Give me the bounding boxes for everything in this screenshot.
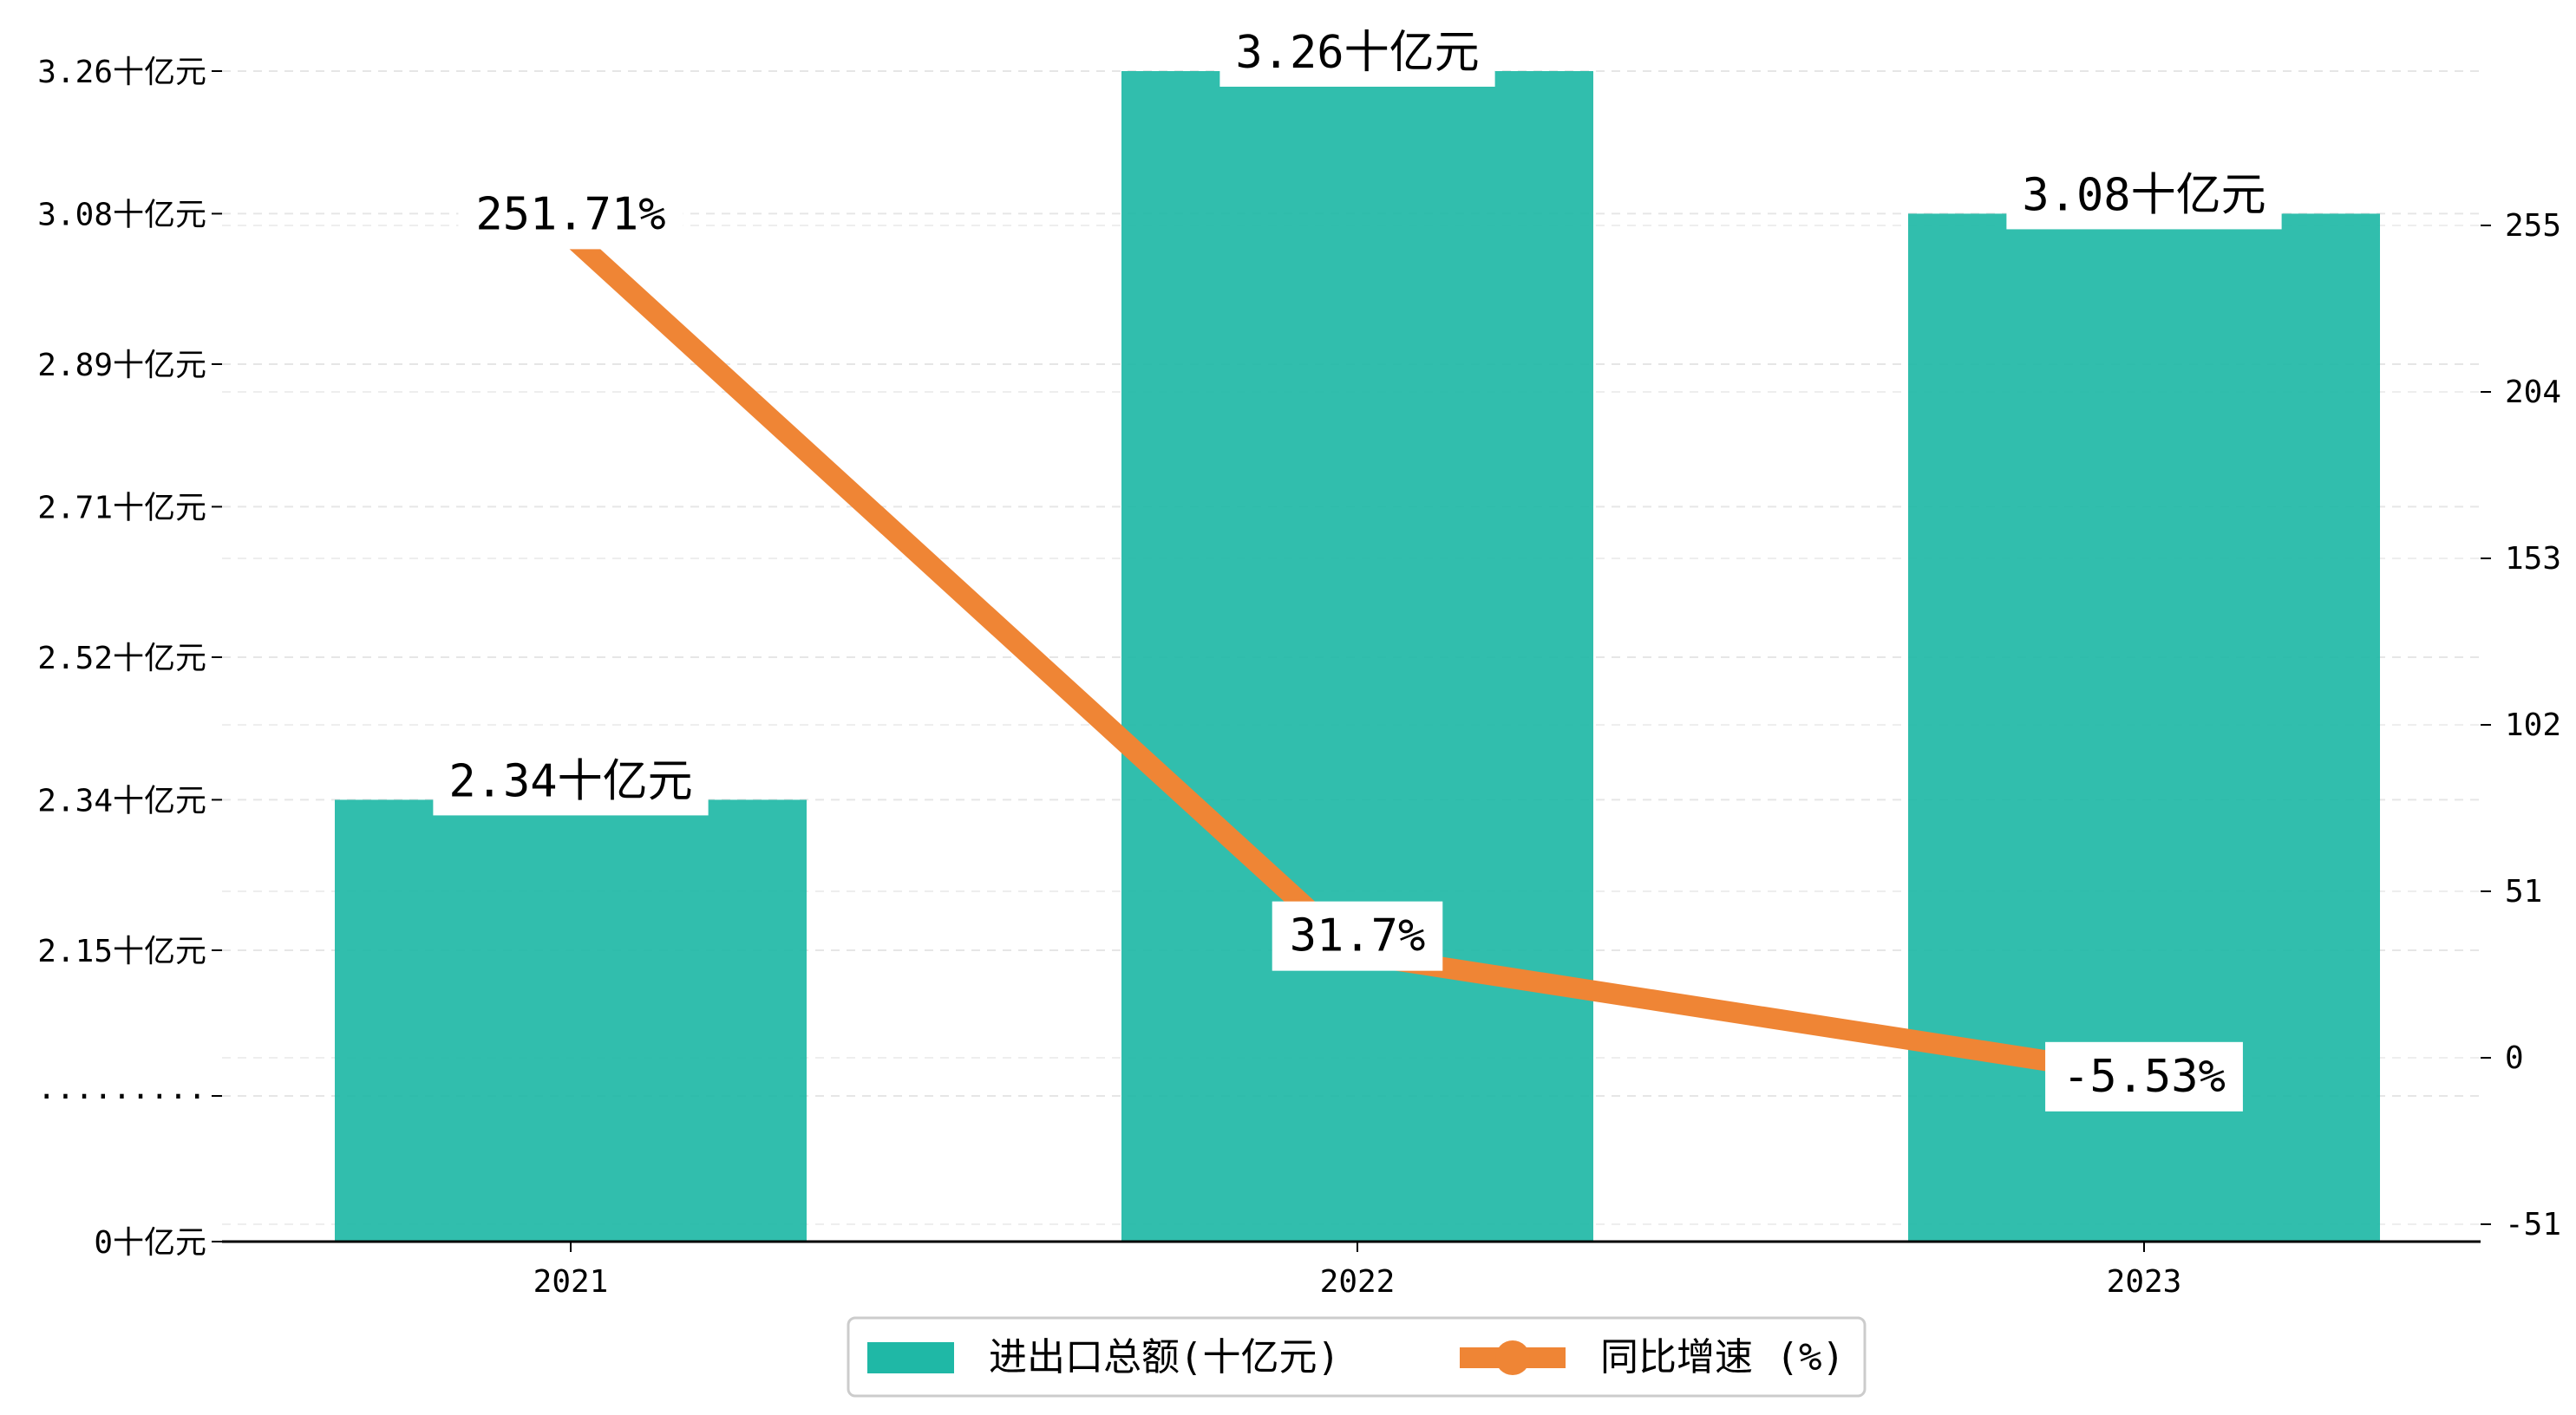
left-tick-label: 2.89十亿元 — [37, 348, 206, 383]
bar-value-label-bg — [433, 747, 709, 816]
bar-value-label: 3.08十亿元 — [2022, 169, 2265, 221]
right-tick-label: 204 — [2505, 375, 2561, 410]
growth-value-label-group: 251.71% — [458, 179, 683, 250]
legend-line-marker — [1495, 1340, 1530, 1375]
growth-value-label-bg — [458, 179, 683, 250]
x-tick-label: 2021 — [533, 1264, 609, 1300]
legend-line-label: 同比增速 (%) — [1600, 1335, 1845, 1379]
legend-box — [847, 1316, 1867, 1398]
right-tick-label: 102 — [2505, 708, 2561, 743]
growth-value-label-group: 31.7% — [1272, 901, 1443, 971]
bar-2022 — [1121, 71, 1593, 1242]
growth-value-label-bg — [1272, 901, 1443, 971]
right-tick-label: 153 — [2505, 541, 2561, 577]
left-tick-label: 2.52十亿元 — [37, 641, 206, 676]
left-tick-label: 3.26十亿元 — [37, 55, 206, 90]
growth-value-label: -5.53% — [2063, 1051, 2226, 1103]
right-tick-label: -51 — [2505, 1207, 2561, 1242]
right-tick-label: 255 — [2505, 208, 2561, 244]
bar-value-label-bg — [1219, 19, 1495, 87]
right-tick-label: 51 — [2505, 874, 2542, 910]
x-tick-label: 2023 — [2107, 1264, 2182, 1300]
left-tick-label: 0十亿元 — [94, 1225, 206, 1261]
bar-2021 — [335, 799, 807, 1242]
left-tick-label: ········· — [37, 1079, 206, 1115]
left-tick-label: 2.34十亿元 — [37, 783, 206, 818]
bar-value-label: 3.26十亿元 — [1235, 27, 1479, 79]
data-labels: 2.34十亿元 3.26十亿元 3.08十亿元 251.71% 31.7% -5.53% — [433, 19, 2282, 1112]
left-tick-label: 2.71十亿元 — [37, 490, 206, 525]
legend-bar-swatch — [867, 1342, 954, 1373]
right-tick-label: 0 — [2505, 1040, 2524, 1076]
growth-value-label-group: -5.53% — [2045, 1041, 2243, 1112]
bar-value-label-group: 3.08十亿元 — [2006, 161, 2282, 230]
bar-value-label-group: 2.34十亿元 — [433, 747, 709, 816]
x-tick-label: 2022 — [1320, 1264, 1396, 1300]
growth-value-label: 251.71% — [475, 188, 665, 240]
left-tick-label: 2.15十亿元 — [37, 934, 206, 969]
bar-value-label-group: 3.26十亿元 — [1219, 19, 1495, 87]
bar-value-label: 2.34十亿元 — [448, 755, 692, 807]
legend-bar-label: 进出口总额(十亿元) — [989, 1335, 1340, 1379]
bar-value-label-bg — [2006, 161, 2282, 230]
growth-value-label: 31.7% — [1290, 910, 1426, 962]
left-tick-label: 3.08十亿元 — [37, 197, 206, 232]
axes: 0十亿元 ········· 2.15十亿元 2.34十亿元 2.52十亿元 2.71十亿… — [37, 55, 2561, 1300]
legend: 进出口总额(十亿元) 同比增速 (%) — [847, 1316, 1867, 1398]
growth-value-label-bg — [2045, 1041, 2243, 1112]
bar-series — [335, 71, 2380, 1242]
